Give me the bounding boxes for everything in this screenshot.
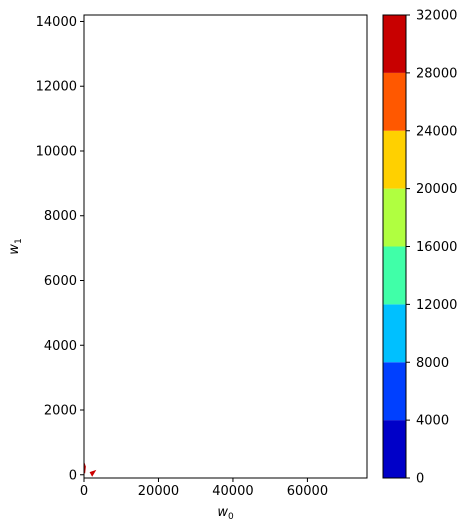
contour-fill-right: [89, 469, 97, 477]
x-axis-label: w0: [217, 505, 234, 522]
colorbar-segment: [383, 420, 406, 478]
y-tick-label: 6000: [44, 274, 77, 289]
colorbar-segment: [383, 246, 406, 305]
plot-background: [84, 15, 367, 478]
y-tick-label: 12000: [36, 80, 77, 95]
y-axis: 0 2000 4000 6000 8000 10000 12000 14000: [36, 15, 84, 483]
colorbar-tick-label: 28000: [416, 66, 457, 81]
x-axis: 0 20000 40000 60000: [80, 478, 328, 499]
x-tick-label: 40000: [212, 484, 253, 499]
colorbar-segment: [383, 304, 406, 363]
y-tick-label: 10000: [36, 144, 77, 159]
colorbar-segment: [383, 130, 406, 189]
colorbar-tick-label: 0: [416, 472, 424, 487]
colorbar-tick-label: 20000: [416, 182, 457, 197]
y-tick-label: 4000: [44, 339, 77, 354]
colorbar-tick-label: 4000: [416, 414, 449, 429]
x-tick-label: 20000: [138, 484, 179, 499]
y-tick-label: 0: [69, 468, 77, 483]
plot-area: [83, 14, 368, 479]
plot-frame: [83, 14, 368, 479]
x-tick-label: 60000: [287, 484, 328, 499]
colorbar: 0 4000 8000 12000 16000 20000 24000 28000 32000: [382, 9, 457, 487]
colorbar-segment: [383, 15, 406, 73]
colorbar-segment: [383, 362, 406, 421]
y-tick-label: 8000: [44, 209, 77, 224]
colorbar-tick-label: 12000: [416, 298, 457, 313]
colorbar-tick-label: 24000: [416, 124, 457, 139]
colorbar-tick-label: 8000: [416, 356, 449, 371]
x-tick-label: 0: [80, 484, 88, 499]
colorbar-segment: [383, 72, 406, 131]
colorbar-tick-label: 32000: [416, 9, 457, 24]
colorbar-segment: [383, 188, 406, 247]
colorbar-tick-label: 16000: [416, 240, 457, 255]
y-axis-label: w1: [7, 238, 24, 254]
y-tick-label: 2000: [44, 404, 77, 419]
y-tick-label: 14000: [36, 15, 77, 30]
axis-labels: w0 w1: [7, 238, 234, 522]
